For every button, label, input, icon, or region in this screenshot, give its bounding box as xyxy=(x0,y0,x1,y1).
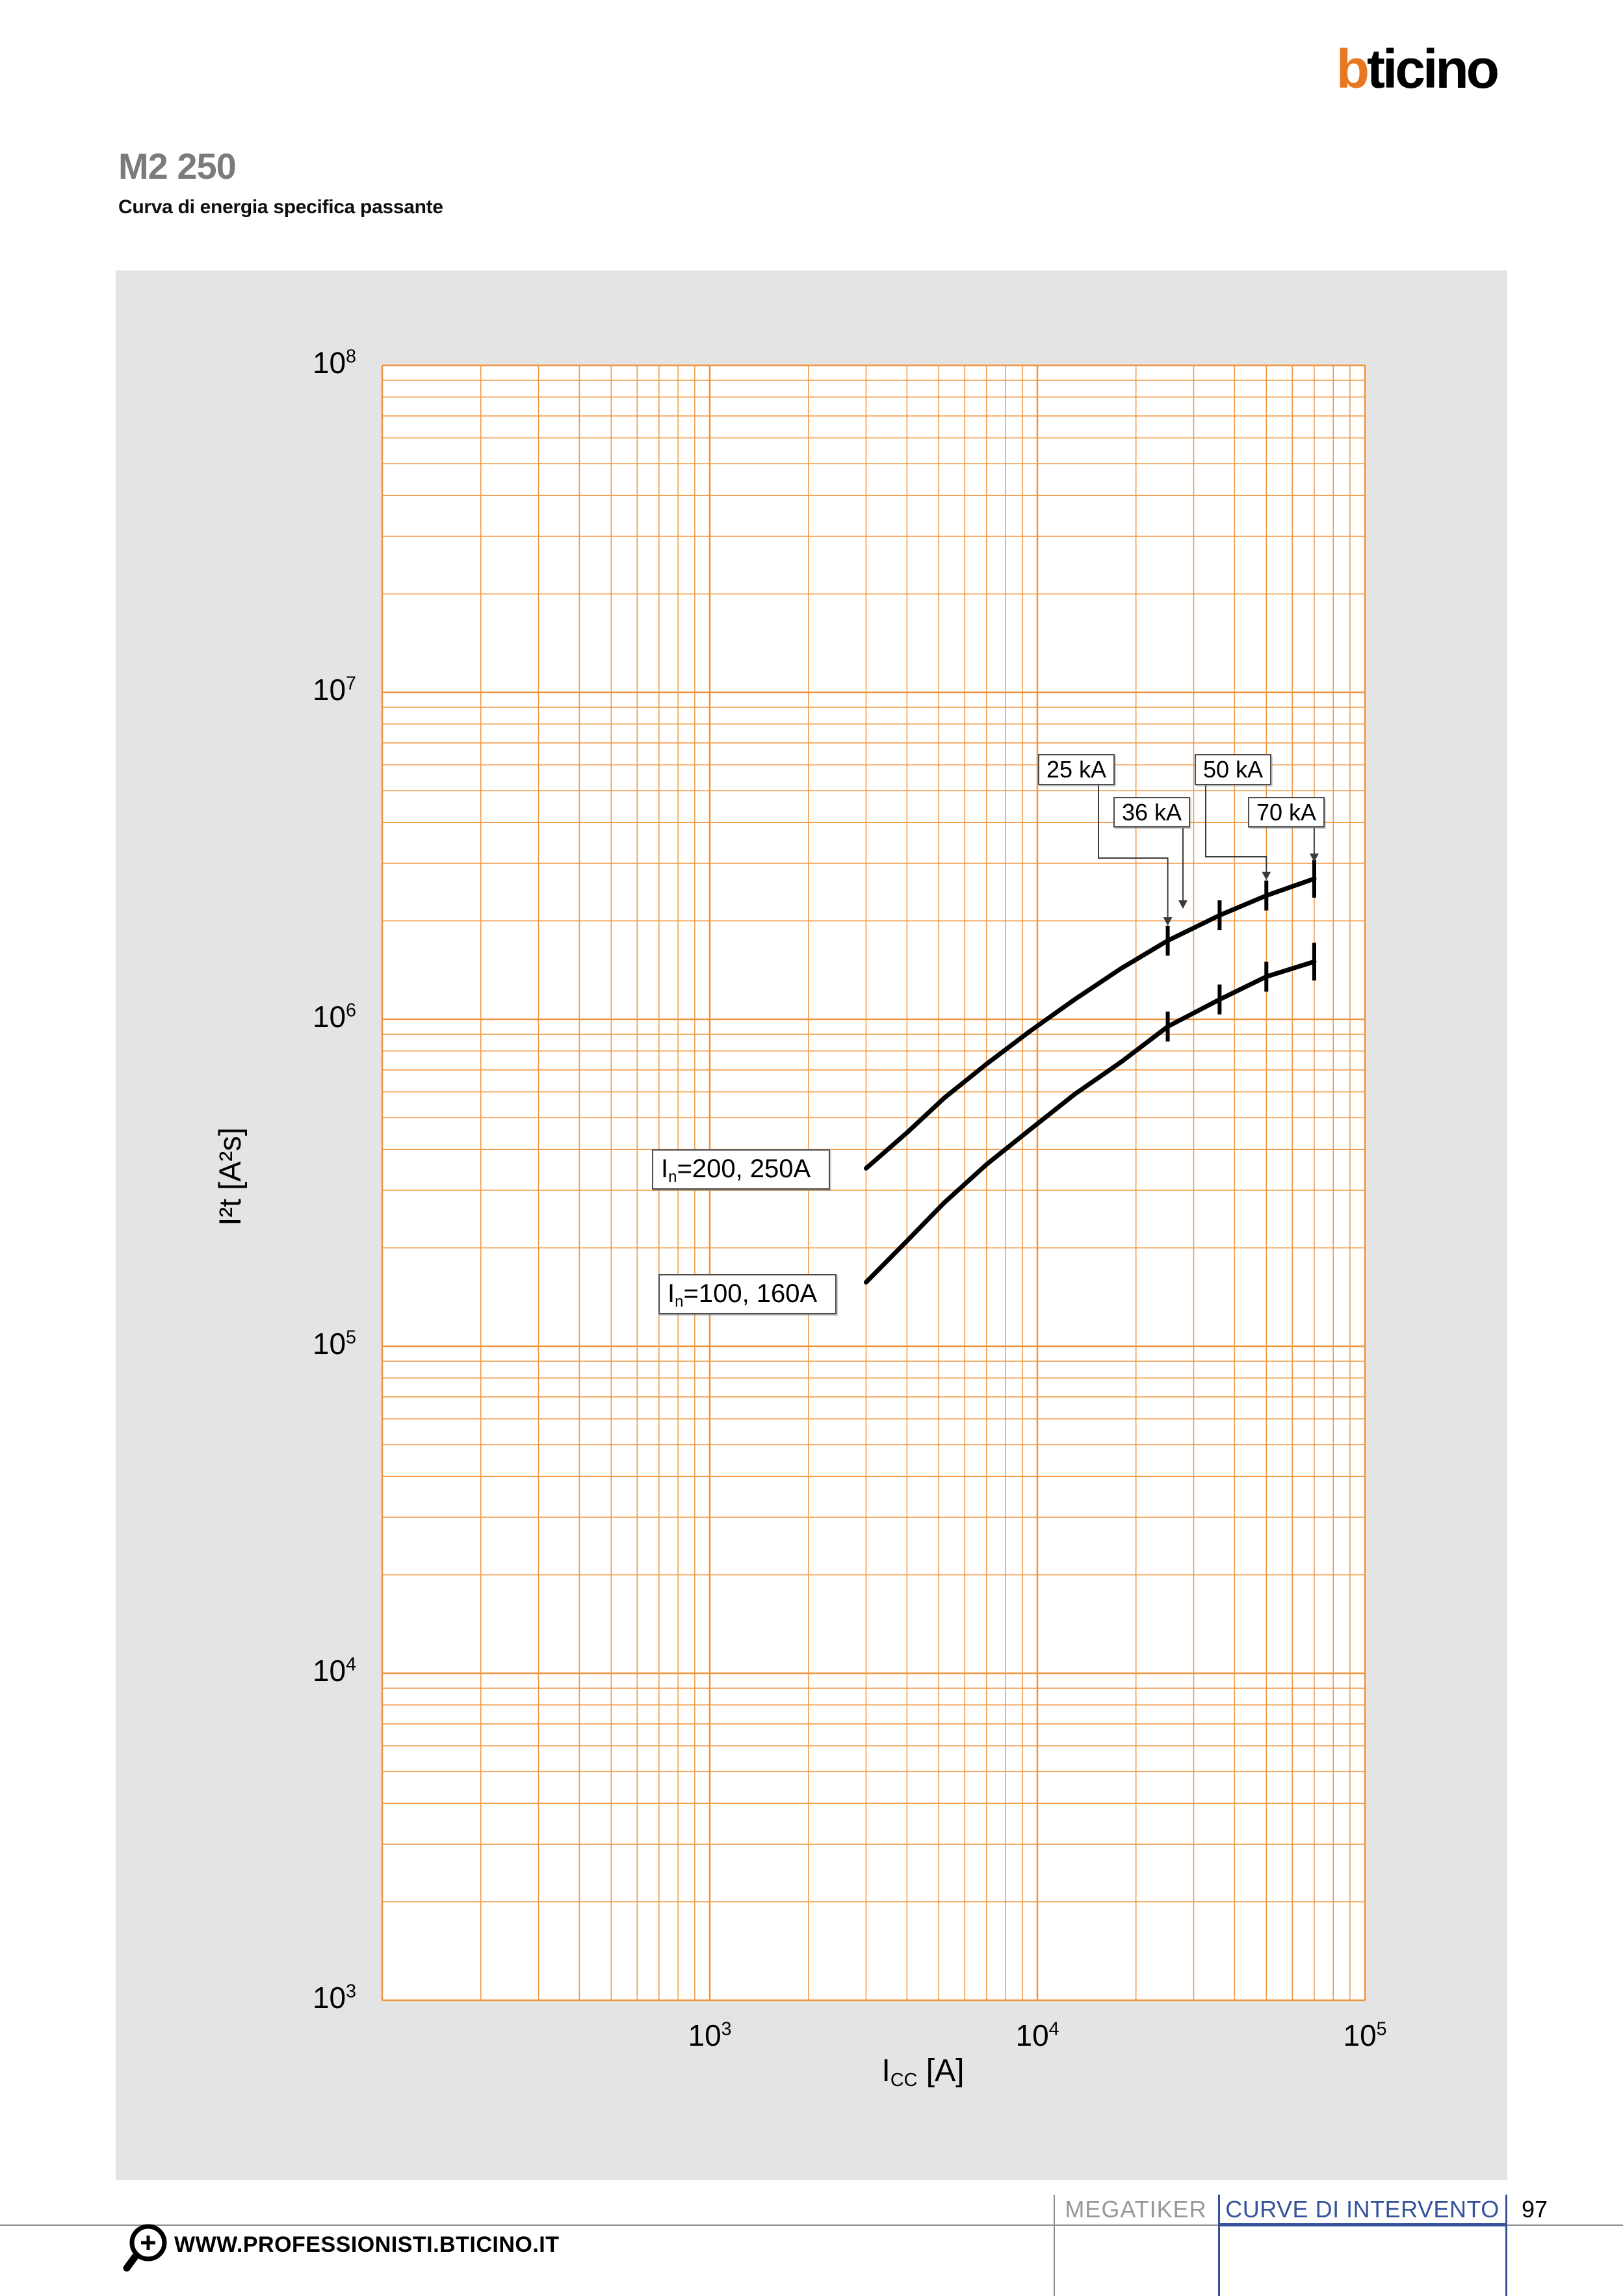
y-tick-label: 105 xyxy=(312,1327,356,1361)
x-axis-title: ICC [A] xyxy=(812,2053,1033,2091)
footer-divider-blue-right xyxy=(1505,2195,1507,2296)
y-axis-title: I²t [A²s] xyxy=(213,1127,247,1226)
x-axis-title-unit: [A] xyxy=(917,2054,965,2088)
series-label-200-250A: In=200, 250A xyxy=(652,1149,830,1190)
y-tick-label: 104 xyxy=(312,1654,356,1688)
annotation-box-25ka: 25 kA xyxy=(1038,754,1115,785)
x-tick-label: 104 xyxy=(1015,2018,1059,2052)
annotation-box-70ka: 70 kA xyxy=(1248,797,1325,828)
x-tick-label: 103 xyxy=(688,2018,732,2052)
footer-rule-blue-segment xyxy=(1218,2223,1507,2226)
footer-section-label: MEGATIKER xyxy=(1065,2196,1207,2223)
logo-letter-b: b xyxy=(1336,38,1370,99)
chart-panel xyxy=(116,270,1507,2180)
x-axis-title-subscript: CC xyxy=(890,2070,918,2091)
footer-divider-blue-left xyxy=(1218,2195,1220,2296)
website-url: WWW.PROFESSIONISTI.BTICINO.IT xyxy=(174,2232,560,2257)
series-1-symbol: I xyxy=(668,1279,675,1308)
y-tick-label: 107 xyxy=(312,673,356,707)
y-tick-label: 103 xyxy=(312,1981,356,2015)
footer-rule xyxy=(0,2224,1623,2226)
logo-rest: ticino xyxy=(1367,38,1500,99)
y-tick-label: 108 xyxy=(312,346,356,380)
page-subtitle: Curva di energia specifica passante xyxy=(118,196,443,218)
bticino-logo: bticino xyxy=(1336,42,1500,96)
x-axis-title-base: I xyxy=(881,2054,890,2088)
series-1-value: =100, 160A xyxy=(683,1279,818,1308)
footer-chapter-label: CURVE DI INTERVENTO xyxy=(1225,2196,1500,2223)
x-tick-label: 105 xyxy=(1343,2018,1387,2052)
magnifier-plus-icon xyxy=(123,2224,167,2272)
page-title: M2 250 xyxy=(118,146,237,187)
annotation-box-36ka: 36 kA xyxy=(1113,797,1190,828)
annotation-box-50ka: 50 kA xyxy=(1195,754,1271,785)
series-0-value: =200, 250A xyxy=(677,1155,811,1183)
footer-divider-gray xyxy=(1054,2195,1055,2296)
series-label-100-160A: In=100, 160A xyxy=(658,1274,837,1314)
series-0-subscript: n xyxy=(668,1168,677,1186)
footer-page-number: 97 xyxy=(1522,2196,1548,2223)
y-tick-label: 106 xyxy=(312,1000,356,1034)
series-0-symbol: I xyxy=(661,1155,669,1183)
series-1-subscript: n xyxy=(675,1292,684,1311)
